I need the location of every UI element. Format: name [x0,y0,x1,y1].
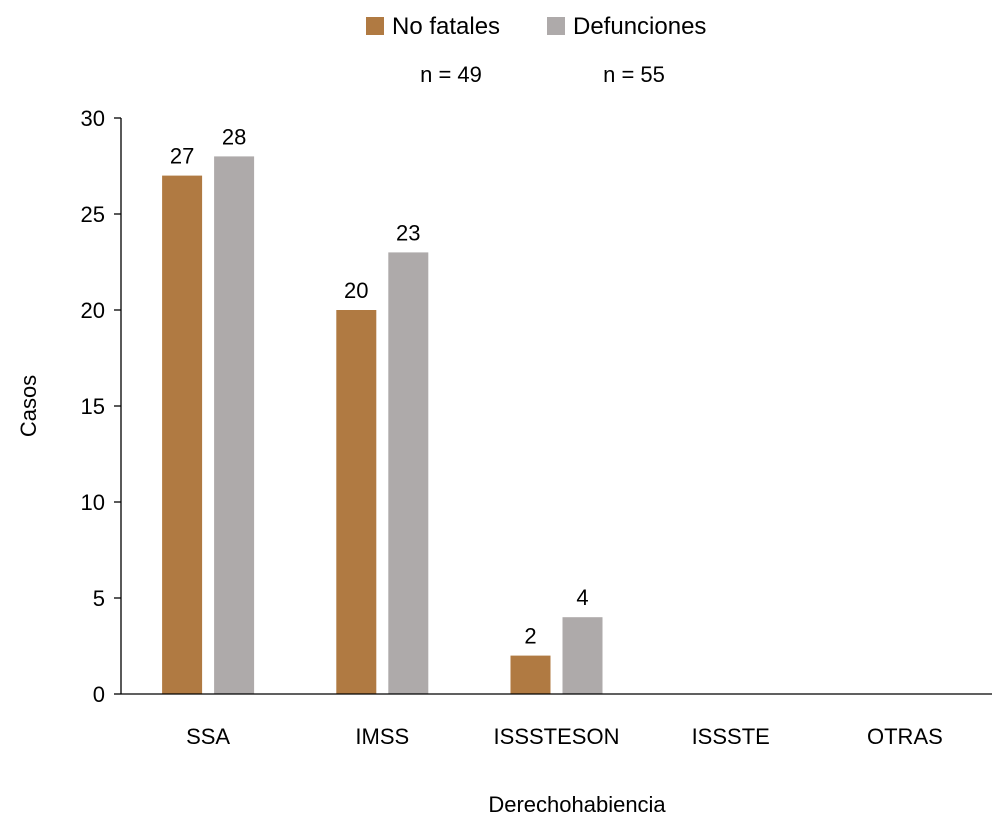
legend-n-no-fatales: n = 49 [420,62,482,87]
legend-swatch-defunciones [547,17,565,35]
data-label-isssteson-defunciones: 4 [576,585,588,610]
y-tick-label-10: 10 [81,490,105,515]
data-label-isssteson-no-fatales: 2 [524,624,536,649]
x-tick-label-otras: OTRAS [867,724,943,749]
data-label-imss-no-fatales: 20 [344,278,368,303]
data-labels-group: 27 28 20 23 2 4 [170,124,589,648]
y-tick-label-5: 5 [93,586,105,611]
legend-n-defunciones: n = 55 [603,62,665,87]
y-tick-label-0: 0 [93,682,105,707]
y-tick-label-20: 20 [81,298,105,323]
data-label-ssa-no-fatales: 27 [170,144,194,169]
y-tick-label-25: 25 [81,202,105,227]
data-label-ssa-defunciones: 28 [222,124,246,149]
bar-ssa-no-fatales [162,175,203,695]
axes-group: 0 5 10 15 20 25 30 SSA IMSS ISSSTESON ISSSTE OTRAS [81,106,992,749]
legend-label-no-fatales: No fatales [392,13,500,40]
x-tick-label-isssteson: ISSSTESON [494,724,620,749]
y-tick-label-30: 30 [81,106,105,131]
legend-swatch-no-fatales [366,17,384,35]
x-axis-title: Derechohabiencia [488,792,666,817]
y-tick-label-15: 15 [81,394,105,419]
x-tick-label-imss: IMSS [355,724,409,749]
bars-group [162,156,603,695]
bar-isssteson-defunciones [562,617,603,694]
bar-ssa-defunciones [214,156,255,694]
x-tick-label-issste: ISSSTE [692,724,770,749]
bar-isssteson-no-fatales [510,655,551,694]
legend: No fatales Defunciones [366,13,706,40]
bar-imss-defunciones [388,252,429,694]
data-label-imss-defunciones: 23 [396,220,420,245]
x-tick-label-ssa: SSA [186,724,230,749]
y-axis-title: Casos [16,375,41,437]
bar-imss-no-fatales [336,310,377,694]
legend-label-defunciones: Defunciones [573,13,706,40]
